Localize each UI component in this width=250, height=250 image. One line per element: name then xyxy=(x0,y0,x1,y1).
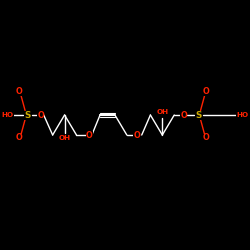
Text: HO: HO xyxy=(236,112,248,118)
Text: OH: OH xyxy=(156,109,168,115)
Text: O: O xyxy=(180,110,187,120)
Text: OH: OH xyxy=(58,135,70,141)
Text: O: O xyxy=(16,88,22,96)
Text: O: O xyxy=(37,110,44,120)
Text: O: O xyxy=(203,88,210,96)
Text: O: O xyxy=(86,130,93,140)
Text: HO: HO xyxy=(2,112,14,118)
Text: S: S xyxy=(24,110,30,120)
Text: S: S xyxy=(195,110,202,120)
Text: O: O xyxy=(16,134,22,142)
Text: O: O xyxy=(203,134,210,142)
Text: O: O xyxy=(134,130,140,140)
